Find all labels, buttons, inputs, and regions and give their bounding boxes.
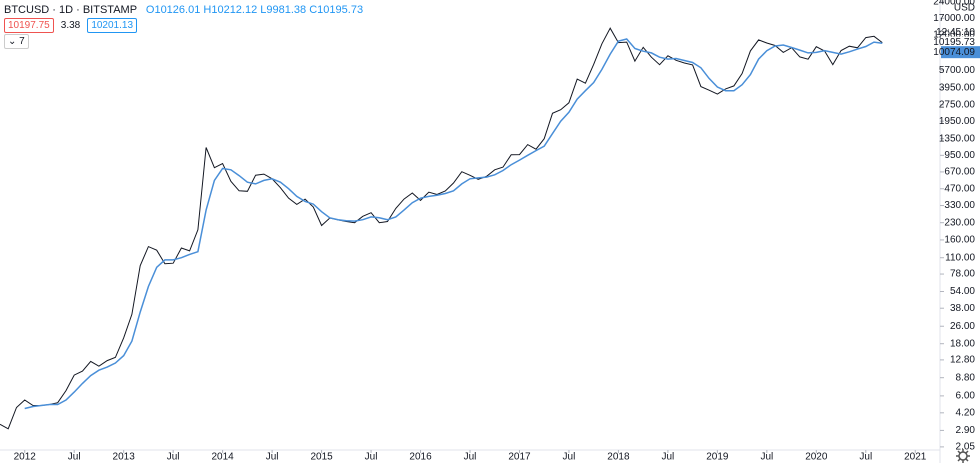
ma-value-label-bg — [941, 46, 980, 59]
y-tick-label: 78.00 — [950, 269, 975, 280]
low: L9981.38 — [260, 4, 307, 16]
y-tick-label: 2750.00 — [939, 99, 976, 110]
y-tick-label: 3950.00 — [939, 82, 976, 93]
settings-icon[interactable] — [955, 448, 971, 463]
x-tick-label: Jul — [661, 452, 674, 463]
x-tick-label: 2017 — [508, 452, 531, 463]
x-tick-label: Jul — [464, 452, 477, 463]
open: O10126.01 — [145, 4, 201, 16]
x-tick-label: Jul — [859, 452, 872, 463]
y-tick-label: 24000.00 — [933, 0, 975, 8]
x-tick-label: 2014 — [212, 452, 235, 463]
x-tick-label: Jul — [760, 452, 773, 463]
indicator-toggle[interactable]: ⌄ 7 — [4, 34, 29, 49]
y-tick-label: 54.00 — [950, 286, 975, 297]
y-tick-label: 330.00 — [944, 200, 975, 211]
spread: 3.38 — [60, 20, 81, 31]
y-tick-label: 38.00 — [950, 303, 975, 314]
high: H10212.12 — [203, 4, 258, 16]
y-tick-label: 110.00 — [945, 252, 975, 263]
last-price-label: 10195.73 — [933, 37, 975, 48]
x-tick-label: 2020 — [805, 452, 828, 463]
y-tick-label: 26.00 — [950, 321, 975, 332]
symbol[interactable]: BTCUSD · 1D · BITSTAMP — [4, 4, 137, 16]
x-tick-label: 2019 — [706, 452, 729, 463]
y-tick-label: 12000.00 — [933, 30, 975, 41]
ma-value-label: 10074.09 — [933, 47, 975, 58]
y-tick-label: 670.00 — [944, 167, 975, 178]
y-tick-label: 950.00 — [944, 150, 975, 161]
indicator-count: 7 — [19, 36, 25, 47]
x-tick-label: Jul — [365, 452, 378, 463]
y-tick-label: 230.00 — [944, 217, 975, 228]
y-tick-label: 5700.00 — [939, 65, 976, 76]
buy-button[interactable]: 10201.13 — [87, 18, 138, 33]
y-tick-label: 17000.00 — [933, 13, 975, 24]
trade-row: 10197.75 3.38 10201.13 — [4, 18, 138, 33]
x-tick-label: 2016 — [409, 452, 432, 463]
y-tick-label: 1350.00 — [939, 133, 976, 144]
x-tick-label: 2012 — [14, 452, 37, 463]
y-tick-label: 6.00 — [956, 391, 976, 402]
y-tick-label: 2.90 — [956, 425, 976, 436]
legend-row: BTCUSD · 1D · BITSTAMP O10126.01 H10212.… — [4, 4, 363, 16]
y-tick-label: 160.00 — [944, 235, 975, 246]
sell-button[interactable]: 10197.75 — [4, 18, 54, 33]
y-tick-label: 8.80 — [956, 372, 976, 383]
y-tick-label: 12.80 — [950, 355, 975, 366]
countdown-label: 12:45:10 — [936, 27, 975, 38]
y-tick-label: 470.00 — [944, 183, 975, 194]
y-tick-label: 1950.00 — [939, 116, 976, 127]
last-price-label-bg — [941, 36, 980, 49]
x-tick-label: 2015 — [310, 452, 333, 463]
x-tick-label: Jul — [266, 452, 279, 463]
currency-label: USD — [954, 3, 975, 14]
y-tick-label: 2.05 — [956, 442, 976, 453]
x-tick-label: Jul — [167, 452, 180, 463]
x-tick-label: Jul — [68, 452, 81, 463]
price-line — [0, 27, 883, 430]
x-tick-label: 2013 — [113, 452, 136, 463]
x-tick-label: 2021 — [904, 452, 927, 463]
y-tick-label: 4.20 — [956, 407, 976, 418]
x-tick-label: 2018 — [607, 452, 630, 463]
x-tick-label: Jul — [563, 452, 576, 463]
moving-average-line — [24, 38, 883, 410]
y-tick-label: 18.00 — [950, 338, 975, 349]
close: C10195.73 — [309, 4, 364, 16]
